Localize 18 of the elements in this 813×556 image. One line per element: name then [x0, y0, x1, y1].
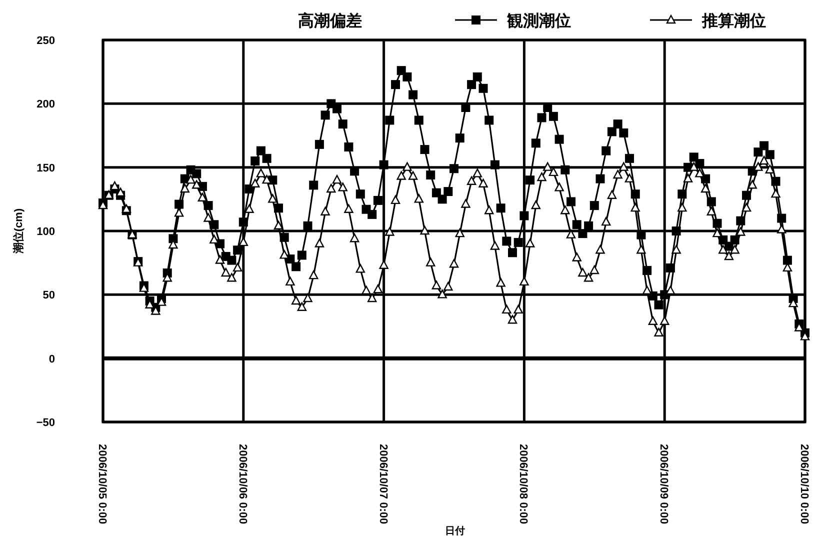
y-tick-label: 0 [48, 353, 55, 366]
x-tick-label: 2006/10/10 0:00 [798, 444, 810, 524]
y-tick-label: −50 [36, 417, 55, 429]
x-tick-label: 2006/10/07 0:00 [376, 444, 389, 524]
y-tick-label: 250 [36, 35, 55, 47]
y-tick-label: 100 [36, 226, 55, 238]
y-tick-label: 200 [36, 98, 55, 111]
y-axis-title: 潮位(cm) [12, 208, 25, 255]
y-tick-label: 150 [36, 162, 55, 174]
legend-label: 推算潮位 [701, 12, 766, 30]
x-tick-label: 2006/10/06 0:00 [236, 444, 248, 524]
x-tick-label: 2006/10/05 0:00 [96, 444, 108, 524]
chart-title: 高潮偏差 [298, 11, 362, 30]
x-axis-title: 日付 [445, 525, 465, 537]
x-tick-label: 2006/10/09 0:00 [658, 444, 670, 524]
legend-label: 観測潮位 [506, 12, 571, 30]
y-tick-label: 50 [42, 290, 55, 302]
x-tick-label: 2006/10/08 0:00 [517, 444, 530, 524]
